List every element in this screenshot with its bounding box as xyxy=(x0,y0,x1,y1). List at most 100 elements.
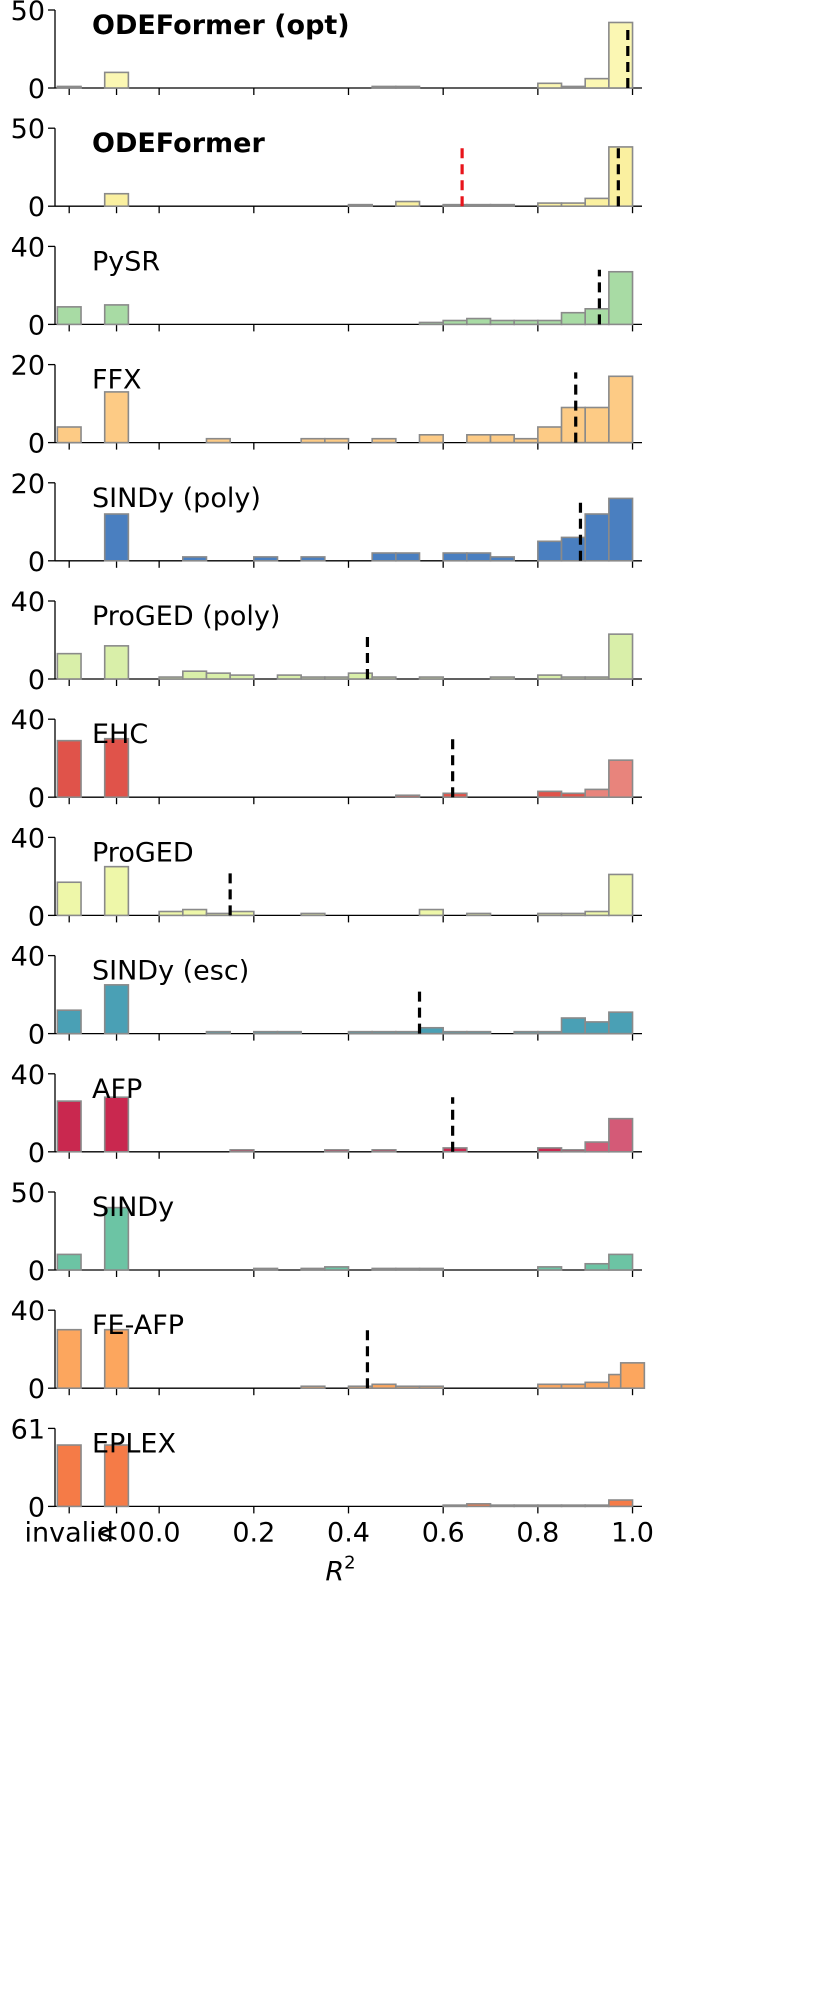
y-tick-label: 0 xyxy=(28,547,45,578)
panel-title: PySR xyxy=(92,246,160,277)
bar-bin xyxy=(608,633,634,680)
panel-ffx: 0 20 FFX xyxy=(11,351,642,460)
bar-negative xyxy=(103,71,130,89)
bar-bin xyxy=(537,426,563,444)
bar-bin xyxy=(371,437,397,444)
x-tick-label: 0.2 xyxy=(232,1517,275,1548)
bar-invalid xyxy=(56,426,82,444)
bar-bin xyxy=(418,1267,444,1271)
bar-bin xyxy=(395,85,421,89)
panel-fe-afp: 0 40 FE-AFP xyxy=(11,1296,646,1405)
bar-invalid xyxy=(56,306,82,326)
bar-bin xyxy=(418,676,444,680)
bar-bin xyxy=(466,1503,492,1508)
bar-bin xyxy=(466,1030,492,1035)
y-tick-label: 0 xyxy=(28,1020,45,1051)
bar-bin xyxy=(205,912,231,917)
panel-title: FFX xyxy=(92,365,142,396)
bar-bin xyxy=(560,406,586,444)
bar-bin xyxy=(608,146,634,207)
bar-bin xyxy=(418,433,444,444)
bar-bin xyxy=(489,676,515,680)
y-tick-label: 0 xyxy=(28,665,45,696)
y-tick-label: 50 xyxy=(11,0,45,27)
bar-bin xyxy=(300,1267,326,1271)
y-tick-label: 40 xyxy=(11,232,45,263)
y-tick-label: 0 xyxy=(28,1138,45,1169)
bar-bin xyxy=(537,674,563,680)
bar-bin xyxy=(584,788,610,799)
bar-bin xyxy=(466,912,492,917)
panel-proged-poly: 0 40 ProGED (poly) xyxy=(11,587,642,696)
y-tick-label: 0 xyxy=(28,1256,45,1287)
bar-bin xyxy=(584,77,610,89)
bar-bin xyxy=(489,1504,515,1508)
bar-bin xyxy=(537,1266,563,1271)
bar-bin xyxy=(371,1383,397,1390)
bar-negative xyxy=(103,513,130,562)
bar-bin xyxy=(300,676,326,680)
bar-bin xyxy=(560,792,586,798)
bar-bin xyxy=(276,1030,302,1035)
bar-bin xyxy=(560,912,586,917)
panel-sindy-poly: 0 20 SINDy (poly) xyxy=(11,469,642,578)
bar-bin xyxy=(608,1117,634,1153)
y-tick-label: 0 xyxy=(28,1492,45,1523)
bar-bin xyxy=(253,1030,279,1035)
bar-invalid xyxy=(56,1444,82,1508)
bar-negative xyxy=(103,737,130,799)
x-tick-label: 1.0 xyxy=(611,1517,654,1548)
panel-title: ODEFormer xyxy=(92,128,265,159)
bar-bin xyxy=(513,1030,539,1035)
y-tick-label: 20 xyxy=(11,469,45,500)
bar-bin xyxy=(608,1011,634,1035)
bar-bin xyxy=(489,556,515,562)
bar-bin xyxy=(395,552,421,562)
bar-bin xyxy=(537,1504,563,1508)
bar-bin xyxy=(560,202,586,208)
y-tick-label: 0 xyxy=(28,783,45,814)
bar-negative xyxy=(103,1328,130,1389)
bar-bin xyxy=(324,1149,350,1153)
bar-bin xyxy=(608,270,634,326)
bar-invalid xyxy=(56,1100,82,1153)
bar-bin xyxy=(276,674,302,680)
bar-bin xyxy=(584,676,610,680)
panel-proged: 0 40 ProGED xyxy=(11,823,642,932)
bar-bin xyxy=(347,672,373,680)
panel-eplex: 0 61 EPLEX xyxy=(11,1414,642,1523)
bar-bin xyxy=(182,908,208,917)
bar-bin xyxy=(560,1383,586,1390)
panel-title: SINDy xyxy=(92,1192,174,1223)
y-tick-label: 61 xyxy=(11,1414,45,1445)
bar-bin xyxy=(442,1147,468,1153)
panel-sindy: 0 50 SINDy xyxy=(11,1178,642,1287)
panel-afp: 0 40 AFP xyxy=(11,1060,642,1169)
bar-bin xyxy=(466,317,492,326)
bar-invalid xyxy=(56,1253,82,1271)
bar-negative xyxy=(103,1444,130,1508)
bar-invalid xyxy=(56,881,82,917)
bar-invalid xyxy=(56,739,82,799)
y-tick-label: 0 xyxy=(28,901,45,932)
y-tick-label: 50 xyxy=(11,114,45,145)
panel-ehc: 0 40 EHC xyxy=(11,705,642,814)
bar-bin xyxy=(466,433,492,444)
bar-bin xyxy=(560,1017,586,1035)
bar-bin xyxy=(537,1030,563,1035)
panel-title: EPLEX xyxy=(92,1428,176,1459)
bar-bin xyxy=(229,674,255,680)
bar-negative xyxy=(103,984,130,1035)
bar-negative xyxy=(103,1096,130,1153)
bar-invalid xyxy=(56,85,82,89)
bar-bin xyxy=(418,908,444,917)
bar-bin xyxy=(418,1026,444,1035)
bar-bin xyxy=(205,1030,231,1035)
y-tick-label: 40 xyxy=(11,1060,45,1091)
bar-bin xyxy=(489,203,515,207)
bar-bin xyxy=(229,1149,255,1153)
panel-odeformer: 0 50 ODEFormer xyxy=(11,114,642,223)
panel-title: ProGED xyxy=(92,837,194,868)
bar-bin xyxy=(324,1266,350,1271)
panel-sindy-esc: 0 40 SINDy (esc) xyxy=(11,942,642,1051)
